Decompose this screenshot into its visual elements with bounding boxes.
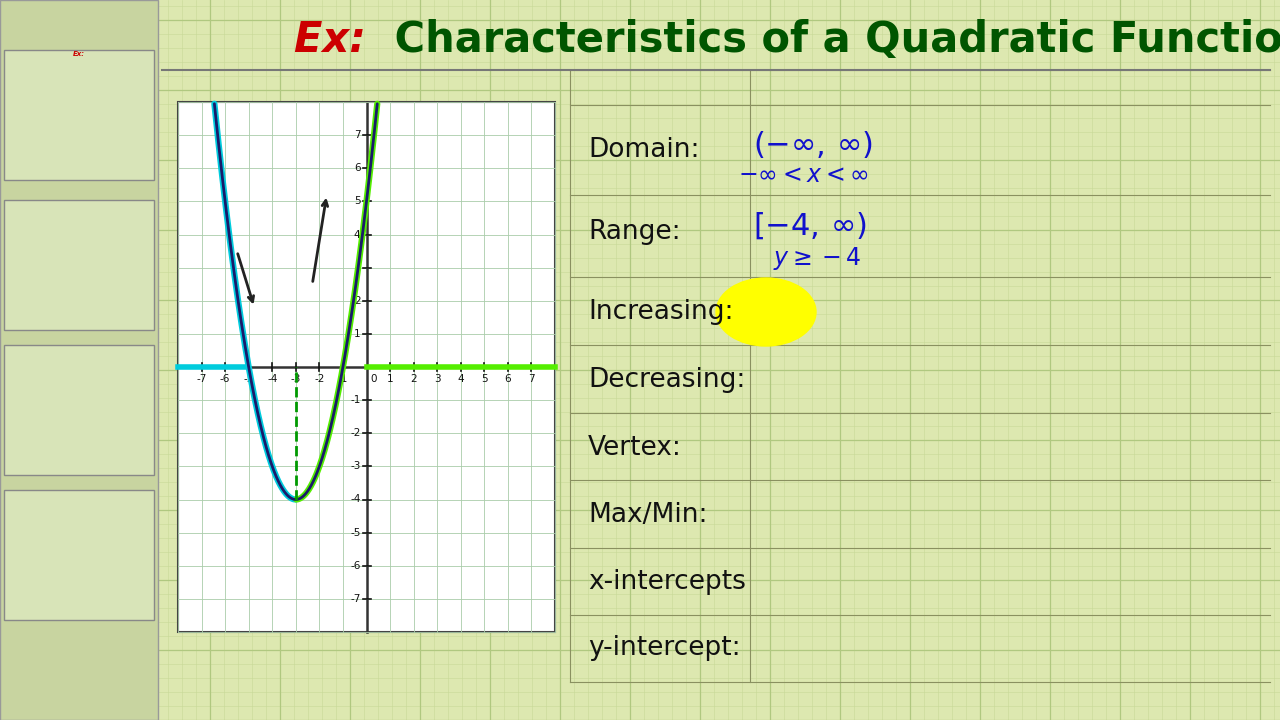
Text: -2: -2 [314,374,325,384]
Text: 6: 6 [353,163,361,174]
Text: y-intercept:: y-intercept: [588,635,741,661]
Text: -4: -4 [351,495,361,505]
Text: Characteristics of a Quadratic Function: Characteristics of a Quadratic Function [380,19,1280,61]
Bar [4,200,154,330]
Text: 1: 1 [353,329,361,339]
Bar [0,0,157,720]
Text: -7: -7 [196,374,207,384]
Text: 4: 4 [353,230,361,240]
Text: -4: -4 [268,374,278,384]
Text: -2: -2 [351,428,361,438]
Text: 3: 3 [353,263,361,273]
Ellipse shape [716,278,817,346]
Bar [4,50,154,180]
Text: Range:: Range: [588,219,681,245]
Text: -6: -6 [220,374,230,384]
Text: 2: 2 [353,296,361,306]
Text: Increasing:: Increasing: [588,299,733,325]
Text: -5: -5 [351,528,361,538]
Text: $y \geq -4$: $y \geq -4$ [773,245,861,271]
Text: -3: -3 [351,462,361,472]
Text: 1: 1 [387,374,393,384]
Text: -7: -7 [351,594,361,604]
Text: 0: 0 [370,374,378,384]
Text: $[-4,\, \infty)$: $[-4,\, \infty)$ [753,211,867,241]
Bar [4,490,154,620]
Text: 5: 5 [481,374,488,384]
Text: 3: 3 [434,374,440,384]
Text: 6: 6 [504,374,511,384]
Text: Ex:: Ex: [293,19,380,61]
Text: x-intercepts: x-intercepts [588,569,746,595]
Text: Vertex:: Vertex: [588,435,682,461]
Text: $(-\infty,\, \infty)$: $(-\infty,\, \infty)$ [753,128,873,160]
Text: Max/Min:: Max/Min: [588,502,708,528]
Text: $-\infty < x < \infty$: $-\infty < x < \infty$ [739,163,869,187]
Text: Ex:: Ex: [73,51,84,57]
Bar [4,345,154,475]
Text: 5: 5 [353,197,361,207]
Text: 7: 7 [529,374,535,384]
Text: 2: 2 [411,374,417,384]
Text: Decreasing:: Decreasing: [588,367,745,393]
Bar [178,102,556,632]
Text: -1: -1 [351,395,361,405]
Text: -1: -1 [338,374,348,384]
Text: Domain:: Domain: [588,137,699,163]
Text: 4: 4 [457,374,465,384]
Text: -5: -5 [243,374,253,384]
Text: -6: -6 [351,561,361,571]
Text: -3: -3 [291,374,301,384]
Text: 7: 7 [353,130,361,140]
